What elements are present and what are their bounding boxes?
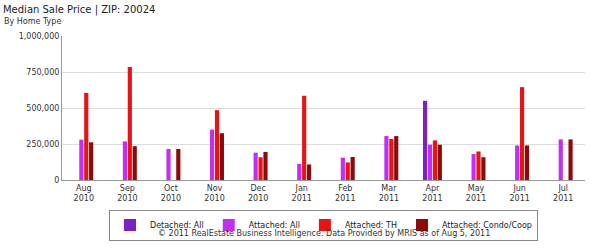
svg-text:May2011: May2011 bbox=[466, 184, 486, 203]
svg-text:Nov2010: Nov2010 bbox=[204, 184, 224, 203]
svg-text:0: 0 bbox=[54, 176, 59, 185]
svg-text:Attached: TH: Attached: TH bbox=[345, 221, 397, 230]
svg-text:Aug2010: Aug2010 bbox=[74, 184, 94, 203]
svg-text:750,000: 750,000 bbox=[26, 68, 59, 77]
svg-text:Dec2010: Dec2010 bbox=[248, 184, 268, 203]
svg-text:© 2011 RealEstate Business Int: © 2011 RealEstate Business Intelligence.… bbox=[158, 229, 490, 238]
svg-text:Apr2011: Apr2011 bbox=[422, 184, 442, 203]
svg-text:Feb2011: Feb2011 bbox=[335, 184, 355, 203]
svg-text:Oct2010: Oct2010 bbox=[161, 184, 181, 203]
svg-text:1,000,000: 1,000,000 bbox=[19, 32, 60, 41]
svg-text:By Home Type: By Home Type bbox=[4, 17, 61, 26]
svg-text:Attached: Condo/Coop: Attached: Condo/Coop bbox=[442, 221, 532, 230]
svg-text:500,000: 500,000 bbox=[26, 104, 59, 113]
svg-text:Detached: All: Detached: All bbox=[150, 221, 204, 230]
svg-text:Attached: All: Attached: All bbox=[249, 221, 300, 230]
svg-text:Mar2011: Mar2011 bbox=[379, 184, 399, 203]
svg-text:Sep2010: Sep2010 bbox=[117, 184, 137, 203]
svg-text:Median Sale Price | ZIP: 20024: Median Sale Price | ZIP: 20024 bbox=[3, 4, 155, 16]
svg-text:Jan2011: Jan2011 bbox=[292, 184, 312, 203]
svg-text:Jul2011: Jul2011 bbox=[553, 184, 573, 203]
svg-text:Jun2011: Jun2011 bbox=[509, 184, 529, 203]
svg-text:250,000: 250,000 bbox=[26, 140, 59, 149]
